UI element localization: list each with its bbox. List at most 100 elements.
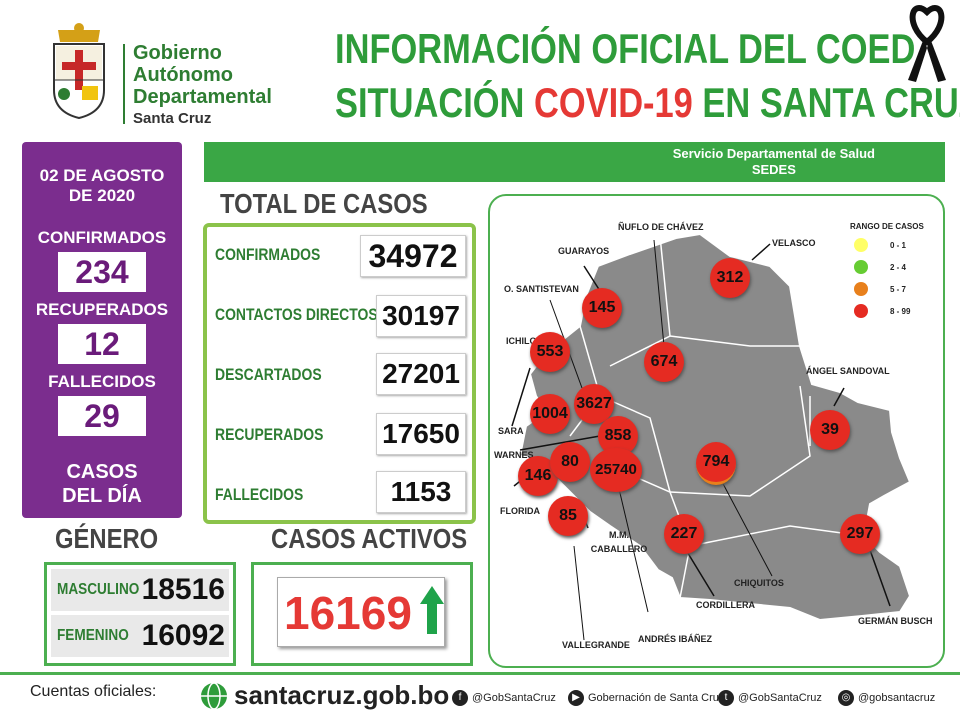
legend-dot-2 — [854, 282, 868, 296]
daily-confirmed-label: CONFIRMADOS — [37, 228, 167, 247]
coat-of-arms-logo — [48, 20, 110, 120]
label-vallegrande: VALLEGRANDE — [562, 640, 630, 650]
bubble-santistevan: 3627 — [574, 384, 614, 424]
total-discarded-label: DESCARTADOS — [215, 365, 322, 384]
active-cases-title: CASOS ACTIVOS — [271, 523, 468, 554]
sedes-text: Servicio Departamental de Salud SEDES — [673, 146, 875, 178]
sedes-line-1: Servicio Departamental de Salud — [672, 146, 875, 161]
bubble-nuflo: 674 — [644, 342, 684, 382]
active-cases-box: 16169 — [251, 562, 473, 666]
twitter-handle: @GobSantaCruz — [738, 691, 822, 704]
org-line-2: Autónomo — [133, 64, 233, 86]
arrow-up-icon — [420, 586, 444, 639]
legend-dot-3 — [854, 304, 868, 318]
bubble-sandoval: 39 — [810, 410, 850, 450]
gender-title: GÉNERO — [55, 523, 159, 554]
bubble-caballero: 80 — [550, 442, 590, 482]
daily-cases-caption: CASOS DEL DÍA — [62, 461, 142, 507]
legend-label-3: 8 - 99 — [890, 307, 911, 316]
twitter-link[interactable]: t @GobSantaCruz — [718, 690, 822, 706]
instagram-link[interactable]: ◎ @gobsantacruz — [838, 690, 935, 706]
report-date: 02 DE AGOSTO DE 2020 — [39, 166, 165, 205]
label-ibanez: ANDRÉS IBÁÑEZ — [638, 634, 713, 644]
total-deaths-value: 1153 — [376, 471, 466, 513]
total-deaths-label: FALLECIDOS — [215, 485, 304, 504]
total-recovered-value: 17650 — [376, 413, 466, 455]
legend-label-0: 0 - 1 — [890, 241, 907, 250]
globe-icon — [200, 682, 228, 715]
daily-confirmed-value: 234 — [58, 252, 146, 292]
organization-name: Gobierno Autónomo Departamental Santa Cr… — [133, 42, 272, 130]
label-velasco: VELASCO — [772, 238, 816, 248]
daily-recovered-label: RECUPERADOS — [35, 300, 169, 319]
bubble-sara: 1004 — [530, 394, 570, 434]
sedes-line-2: SEDES — [751, 162, 796, 177]
bubble-cordillera: 227 — [664, 514, 704, 554]
male-value: 18516 — [141, 573, 225, 606]
active-cases-inner: 16169 — [277, 577, 445, 647]
label-santistevan: O. SANTISTEVAN — [504, 284, 579, 294]
youtube-icon: ▶ — [568, 690, 584, 706]
instagram-handle: @gobsantacruz — [858, 691, 936, 704]
label-florida: FLORIDA — [500, 506, 540, 516]
label-sandoval: ÁNGEL SANDOVAL — [806, 366, 890, 376]
legend-title: RANGO DE CASOS — [850, 222, 924, 231]
title-line-2: SITUACIÓN COVID-19 EN SANTA CRUZ — [335, 76, 960, 130]
label-caballero: M.M. CABALLERO — [590, 530, 648, 554]
female-label: FEMENINO — [57, 627, 129, 644]
daily-deaths-value: 29 — [58, 396, 146, 436]
legend-label-1: 2 - 4 — [890, 263, 907, 272]
active-cases-value: 16169 — [284, 587, 412, 639]
bubble-vallegrande: 85 — [548, 496, 588, 536]
daily-deaths-label: FALLECIDOS — [48, 372, 156, 391]
total-contacts-value: 30197 — [376, 295, 466, 337]
footer-label: Cuentas oficiales: — [30, 683, 157, 700]
bubble-chiquitos: 794 — [696, 442, 736, 485]
total-confirmed-label: CONFIRMADOS — [215, 245, 321, 264]
bubble-capital: 25740 — [590, 448, 642, 492]
daily-cases-panel: 02 DE AGOSTO DE 2020 CONFIRMADOS 234 REC… — [22, 142, 182, 518]
org-line-4: Santa Cruz — [133, 110, 212, 127]
legend-dot-1 — [854, 260, 868, 274]
label-nuflo: ÑUFLO DE CHÁVEZ — [618, 222, 704, 232]
bubble-velasco: 312 — [710, 258, 750, 298]
female-value: 16092 — [141, 619, 225, 652]
legend-dot-0 — [854, 238, 868, 252]
total-discarded-value: 27201 — [376, 353, 466, 395]
instagram-icon: ◎ — [838, 690, 854, 706]
label-sara: SARA — [498, 426, 524, 436]
main-title: INFORMACIÓN OFICIAL DEL COED SITUACIÓN C… — [335, 22, 960, 130]
daily-recovered-value: 12 — [58, 324, 146, 364]
label-ichilo: ICHILO — [506, 336, 537, 346]
youtube-link[interactable]: ▶ Gobernación de Santa Cruz — [568, 690, 724, 706]
legend-label-2: 5 - 7 — [890, 285, 907, 294]
female-row: FEMENINO 16092 — [51, 615, 229, 657]
label-busch: GERMÁN BUSCH — [858, 616, 933, 626]
male-row: MASCULINO 18516 — [51, 569, 229, 611]
label-guarayos: GUARAYOS — [558, 246, 610, 256]
twitter-icon: t — [718, 690, 734, 706]
org-line-3: Departamental — [133, 86, 272, 108]
youtube-handle: Gobernación de Santa Cruz — [588, 691, 725, 704]
org-line-1: Gobierno — [133, 42, 222, 64]
bubble-busch: 297 — [840, 514, 880, 554]
mourning-ribbon-icon — [904, 4, 950, 84]
total-contacts-label: CONTACTOS DIRECTOS — [215, 305, 378, 324]
label-warnes: WARNES — [494, 450, 534, 460]
totals-box: CONFIRMADOS 34972 CONTACTOS DIRECTOS 301… — [203, 223, 476, 524]
logo-divider — [123, 44, 125, 124]
bubble-ichilo: 553 — [530, 332, 570, 372]
male-label: MASCULINO — [57, 581, 140, 598]
footer-divider — [0, 672, 960, 675]
total-recovered-label: RECUPERADOS — [215, 425, 324, 444]
title-line-1: INFORMACIÓN OFICIAL DEL COED — [335, 25, 916, 72]
label-cordillera: CORDILLERA — [696, 600, 755, 610]
santa-cruz-map: RANGO DE CASOS 0 - 1 2 - 4 5 - 7 8 - 99 … — [488, 194, 945, 668]
sedes-banner: Servicio Departamental de Salud SEDES — [204, 142, 945, 182]
title-line-2-a: SITUACIÓN — [335, 79, 534, 126]
facebook-icon: f — [452, 690, 468, 706]
totals-title: TOTAL DE CASOS — [220, 188, 428, 219]
label-chiquitos: CHIQUITOS — [734, 578, 784, 588]
facebook-link[interactable]: f @GobSantaCruz — [452, 690, 556, 706]
website-link[interactable]: santacruz.gob.bo — [234, 680, 450, 710]
